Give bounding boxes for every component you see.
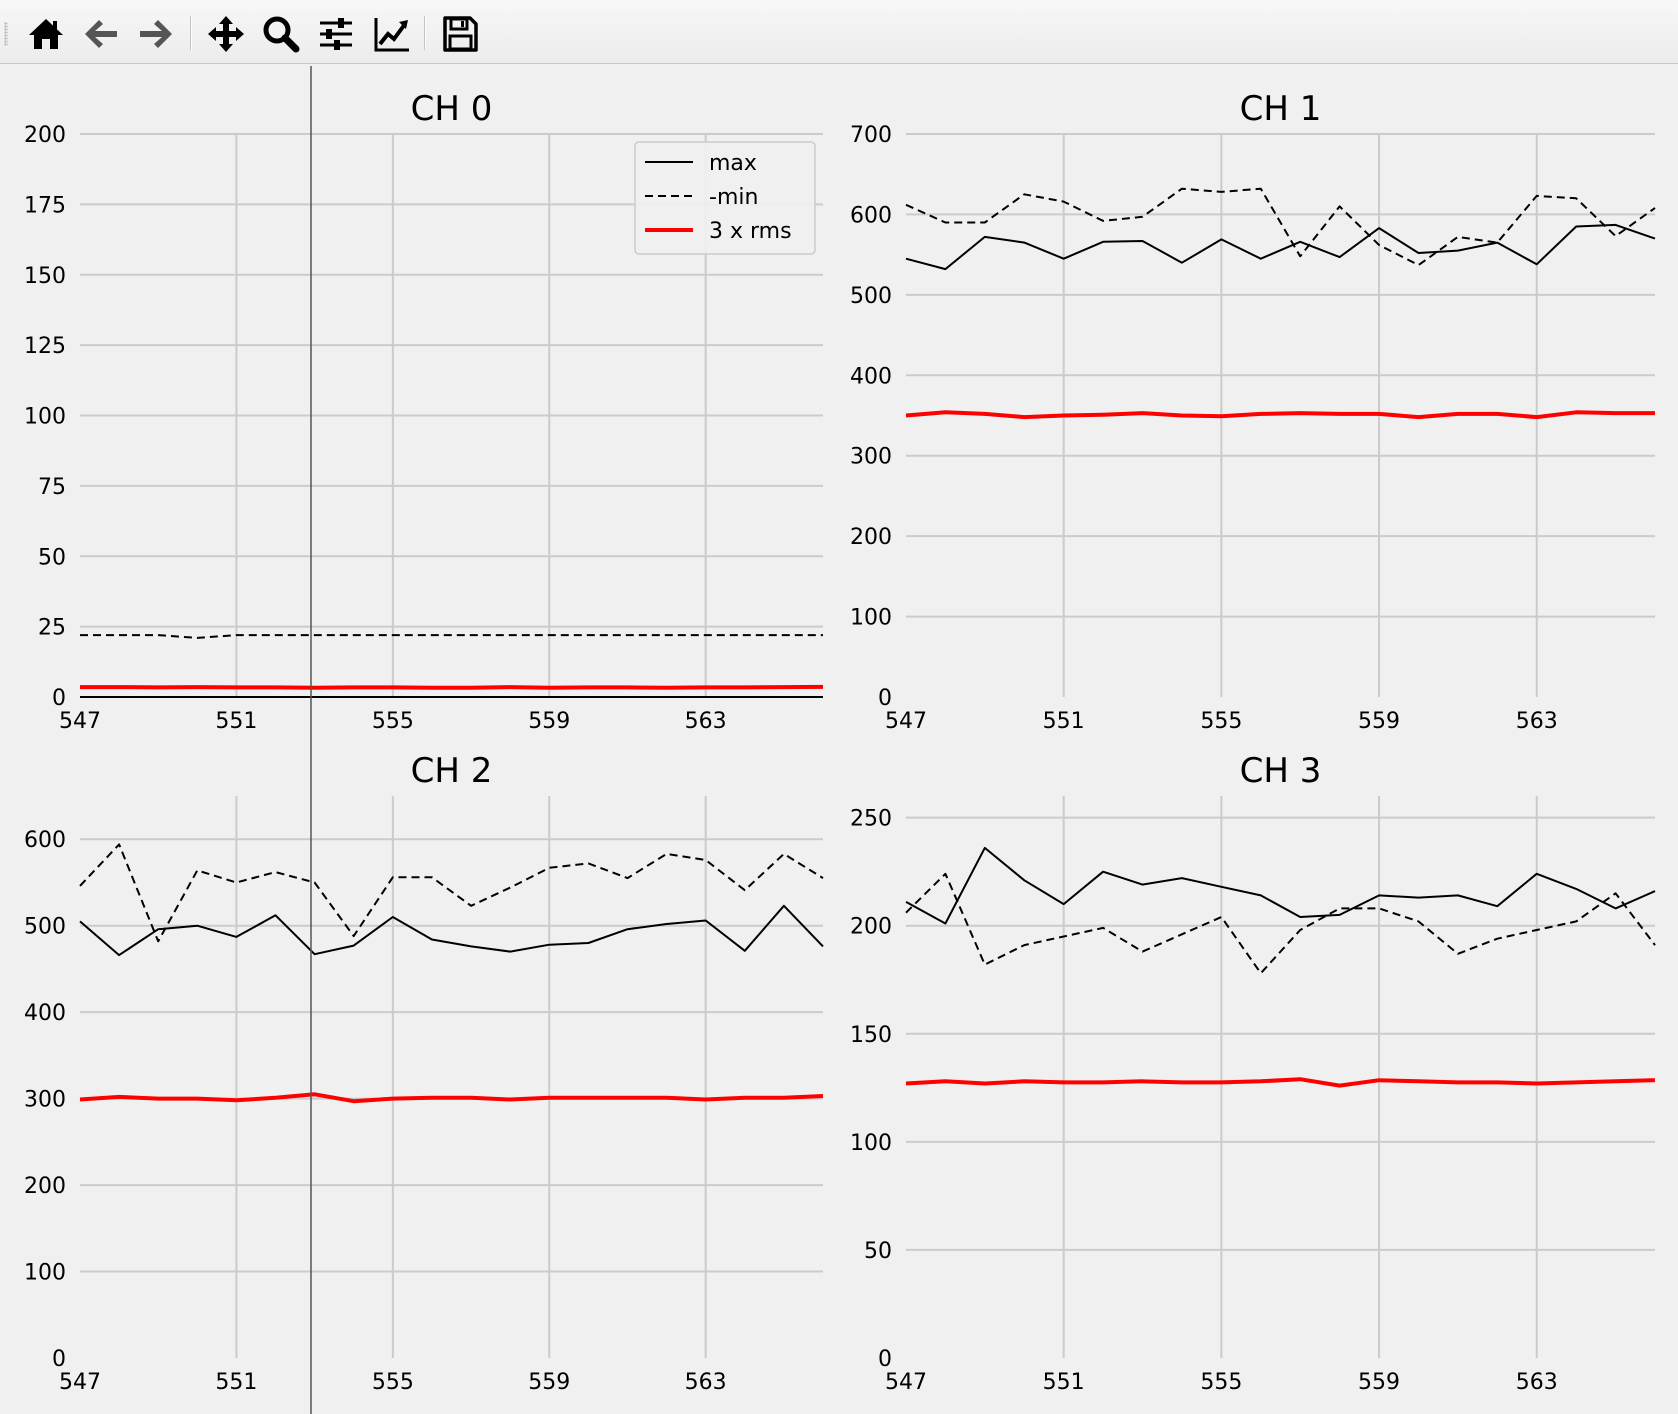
series-line-max bbox=[79, 904, 824, 957]
toolbar-separator bbox=[190, 16, 192, 50]
legend-label: 3 x rms bbox=[709, 219, 792, 244]
x-tick-label: 559 bbox=[1358, 1370, 1400, 1395]
y-tick-label: 75 bbox=[38, 475, 66, 500]
y-tick-label: 150 bbox=[850, 1023, 892, 1048]
x-tick-label: 551 bbox=[215, 709, 257, 734]
y-tick-label: 100 bbox=[24, 405, 66, 430]
y-tick-label: 125 bbox=[24, 334, 66, 359]
floppy-disk-icon bbox=[443, 16, 478, 52]
y-tick-label: 100 bbox=[24, 1261, 66, 1286]
y-tick-label: 500 bbox=[850, 284, 892, 309]
series-line-3-x-rms bbox=[905, 1077, 1656, 1088]
series-line-min bbox=[905, 872, 1656, 975]
series-line-3-x-rms bbox=[79, 1092, 824, 1104]
y-tick-label: 400 bbox=[24, 1001, 66, 1026]
series-line-min bbox=[80, 634, 823, 639]
y-tick-label: 0 bbox=[52, 1347, 66, 1372]
move-icon bbox=[208, 16, 244, 52]
y-tick-label: 400 bbox=[850, 364, 892, 389]
x-tick-label: 563 bbox=[1516, 709, 1558, 734]
x-tick-label: 555 bbox=[1200, 1370, 1242, 1395]
figure-canvas[interactable]: 547 551 555 559 563 0 25 50 75 100 125 150 175 200 CH … bbox=[0, 64, 1678, 1414]
series-line-min bbox=[79, 843, 824, 943]
series-line-max bbox=[905, 223, 1656, 271]
series-line-max bbox=[905, 846, 1656, 925]
x-tick-label: 555 bbox=[372, 709, 414, 734]
home-icon bbox=[29, 19, 63, 49]
x-tick-label: 547 bbox=[59, 1370, 101, 1395]
y-tick-label: 600 bbox=[24, 828, 66, 853]
toolbar-separator bbox=[424, 16, 426, 50]
subplot: 547 551 555 559 563 0 25 50 75 100 125 150 175 200 CH … bbox=[24, 89, 824, 734]
x-tick-label: 551 bbox=[1043, 1370, 1085, 1395]
chart-title: CH 3 bbox=[1240, 751, 1322, 791]
x-tick-label: 547 bbox=[885, 1370, 927, 1395]
series-line-min bbox=[905, 187, 1656, 267]
x-tick-label: 559 bbox=[1358, 709, 1400, 734]
toolbar-grip[interactable] bbox=[4, 22, 8, 46]
x-tick-label: 547 bbox=[885, 709, 927, 734]
x-tick-label: 559 bbox=[528, 1370, 570, 1395]
y-tick-label: 100 bbox=[850, 606, 892, 631]
zoom-button[interactable] bbox=[257, 10, 305, 58]
y-tick-label: 200 bbox=[24, 1174, 66, 1199]
x-tick-label: 563 bbox=[685, 709, 727, 734]
y-tick-label: 0 bbox=[878, 1347, 892, 1372]
x-tick-label: 555 bbox=[372, 1370, 414, 1395]
y-tick-label: 50 bbox=[864, 1239, 892, 1264]
y-tick-label: 200 bbox=[24, 123, 66, 148]
y-tick-label: 0 bbox=[878, 686, 892, 711]
x-tick-label: 563 bbox=[685, 1370, 727, 1395]
subplots-button[interactable] bbox=[312, 10, 360, 58]
home-button[interactable] bbox=[22, 10, 70, 58]
y-tick-label: 500 bbox=[24, 915, 66, 940]
y-tick-label: 300 bbox=[850, 445, 892, 470]
arrow-left-icon bbox=[85, 20, 117, 48]
magnifier-icon bbox=[263, 16, 300, 53]
forward-button[interactable] bbox=[132, 10, 180, 58]
series-line-3-x-rms bbox=[905, 410, 1655, 420]
x-tick-label: 563 bbox=[1516, 1370, 1558, 1395]
y-tick-label: 175 bbox=[24, 193, 66, 218]
customize-button[interactable] bbox=[368, 10, 416, 58]
x-tick-label: 551 bbox=[215, 1370, 257, 1395]
y-tick-label: 600 bbox=[850, 203, 892, 228]
chart-title: CH 2 bbox=[411, 751, 493, 791]
pan-button[interactable] bbox=[202, 10, 250, 58]
legend-label: max bbox=[709, 151, 757, 176]
y-tick-label: 25 bbox=[38, 616, 66, 641]
x-tick-label: 551 bbox=[1043, 709, 1085, 734]
y-tick-label: 100 bbox=[850, 1131, 892, 1156]
x-tick-label: 547 bbox=[59, 709, 101, 734]
x-tick-label: 559 bbox=[528, 709, 570, 734]
arrow-right-icon bbox=[140, 20, 172, 48]
y-tick-label: 50 bbox=[38, 545, 66, 570]
y-tick-label: 0 bbox=[52, 686, 66, 711]
y-tick-label: 200 bbox=[850, 525, 892, 550]
y-tick-label: 300 bbox=[24, 1088, 66, 1113]
x-tick-label: 555 bbox=[1200, 709, 1242, 734]
sliders-icon bbox=[320, 18, 352, 50]
legend: max -min 3 x rms bbox=[634, 141, 816, 255]
save-button[interactable] bbox=[436, 10, 484, 58]
back-button[interactable] bbox=[77, 10, 125, 58]
chart-title: CH 1 bbox=[1240, 89, 1322, 129]
y-tick-label: 200 bbox=[850, 915, 892, 940]
chart-title: CH 0 bbox=[411, 89, 493, 129]
y-tick-label: 700 bbox=[850, 123, 892, 148]
y-tick-label: 150 bbox=[24, 264, 66, 289]
line-chart-icon bbox=[374, 18, 409, 52]
legend-frame bbox=[634, 141, 816, 255]
navigation-toolbar bbox=[0, 0, 1678, 64]
y-tick-label: 250 bbox=[850, 807, 892, 832]
subplot: 547 551 555 559 563 0 100 200 300 400 500 600 CH 2 bbox=[24, 751, 824, 1395]
subplot: 547 551 555 559 563 0 50 100 150 200 250 CH 3 bbox=[850, 751, 1656, 1395]
series-line-3-x-rms bbox=[80, 684, 824, 690]
legend-label: -min bbox=[709, 185, 758, 210]
subplot: 547 551 555 559 563 0 100 200 300 400 500 600 700 CH … bbox=[850, 89, 1656, 734]
